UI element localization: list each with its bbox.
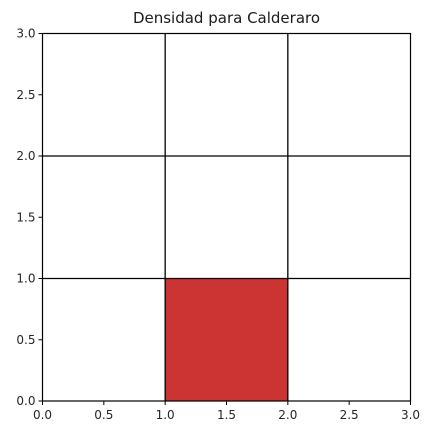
- x-tick-label: 1.5: [217, 408, 236, 422]
- y-tick-label: 0.0: [16, 394, 35, 408]
- heatmap-cells: [165, 278, 288, 401]
- y-tick-label: 1.5: [16, 210, 35, 224]
- y-axis: 0.0 0.5 1.0 1.5 2.0 2.5 3.0: [16, 27, 43, 408]
- x-tick-label: 1.0: [156, 408, 175, 422]
- y-tick-label: 3.0: [16, 27, 35, 41]
- y-tick-label: 1.0: [16, 272, 35, 286]
- x-tick-label: 3.0: [401, 408, 420, 422]
- chart-title: Densidad para Calderaro: [133, 9, 320, 27]
- x-axis: 0.0 0.5 1.0 1.5 2.0 2.5 3.0: [33, 401, 420, 422]
- y-tick-label: 2.5: [16, 88, 35, 102]
- heatmap-cell-0: [165, 278, 288, 401]
- x-tick-label: 0.0: [33, 408, 52, 422]
- grid-lines: [42, 33, 411, 401]
- x-tick-label: 2.0: [278, 408, 297, 422]
- x-tick-label: 2.5: [340, 408, 359, 422]
- y-tick-label: 0.5: [16, 333, 35, 347]
- y-tick-label: 2.0: [16, 149, 35, 163]
- x-tick-label: 0.5: [94, 408, 113, 422]
